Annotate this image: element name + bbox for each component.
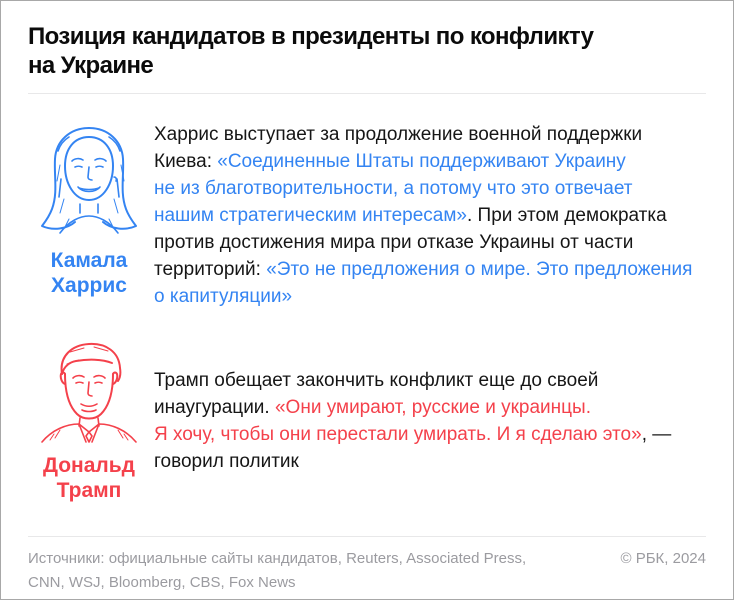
harris-left-column: Камала Харрис xyxy=(28,121,150,298)
candidate-statement: Трамп обещает закончить конфликт еще до … xyxy=(154,340,708,475)
quote-text: «Соединенные Штаты поддерживают Украину … xyxy=(154,151,633,226)
plain-text: . При этом демократка против достижения … xyxy=(154,205,667,280)
candidate-section-trump: Дональд Трамп Трамп обещает закончить ко… xyxy=(28,340,706,503)
plain-text: Харрис выступает за продолжение военной … xyxy=(154,124,643,172)
plain-text: , — говорил политик xyxy=(154,424,672,472)
title-divider xyxy=(28,93,706,94)
plain-text: Трамп обещает закончить конфликт еще до … xyxy=(154,370,599,418)
sources-text: Источники: официальные сайты кандидатов,… xyxy=(28,550,527,591)
copyright-text: © РБК, 2024 xyxy=(620,550,706,567)
footer-divider xyxy=(28,536,706,537)
kamala-harris-portrait xyxy=(41,127,137,234)
footer: Источники: официальные сайты кандидатов,… xyxy=(28,547,706,595)
quote-text: «Это не предложения о мире. Это предложе… xyxy=(154,259,693,307)
donald-trump-portrait xyxy=(41,342,137,443)
candidate-name: Камала Харрис xyxy=(50,249,128,297)
candidate-name: Дональд Трамп xyxy=(43,454,135,502)
trump-left-column: Дональд Трамп xyxy=(28,340,150,503)
candidate-statement: Харрис выступает за продолжение военной … xyxy=(154,121,708,310)
page-title: Позиция кандидатов в президенты по конфл… xyxy=(28,23,594,79)
candidate-section-harris: Камала Харрис Харрис выступает за продол… xyxy=(28,121,706,310)
quote-text: «Они умирают, русские и украинцы. Я хочу… xyxy=(154,397,642,445)
